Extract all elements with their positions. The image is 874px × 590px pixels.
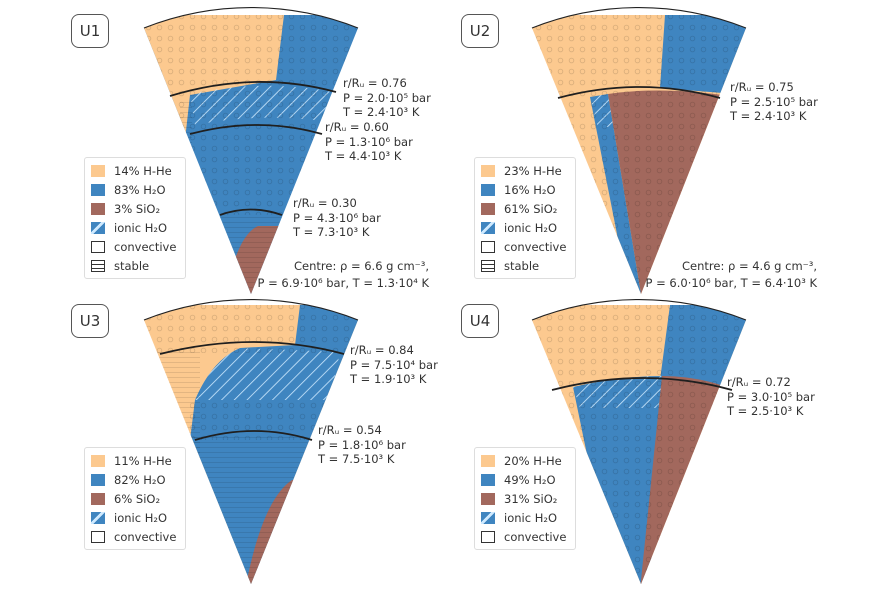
legend-label: 61% SiO₂	[504, 201, 558, 216]
boundary-annotation: r/Rᵤ = 0.30 P = 4.3·10⁶ bar T = 7.3·10³ K	[293, 196, 381, 239]
legend-label: 49% H₂O	[504, 472, 556, 487]
panel-u2: U2 r/Rᵤ = 0.75 P = 2.5·10⁵ bar T = 2.4·10³…	[390, 0, 827, 294]
swatch-sio2-icon	[91, 202, 105, 215]
hatch-ionic-icon	[481, 511, 495, 524]
panel-label: U4	[461, 304, 499, 338]
stable-icon	[91, 259, 105, 272]
legend-label: stable	[114, 258, 150, 273]
legend-label: ionic H₂O	[504, 220, 558, 235]
boundary-line	[551, 377, 733, 391]
legend: 14% H-He 83% H₂O 3% SiO₂ ionic H₂O conve…	[84, 157, 186, 279]
swatch-h2o-icon	[481, 473, 495, 486]
convective-icon	[91, 530, 105, 543]
legend: 11% H-He 82% H₂O 6% SiO₂ ionic H₂O conve…	[84, 447, 186, 550]
legend-label: stable	[504, 258, 540, 273]
swatch-hhe-icon	[481, 164, 495, 177]
boundary-annotation: r/Rᵤ = 0.54 P = 1.8·10⁶ bar T = 7.5·10³ K	[318, 423, 406, 466]
panel-label: U1	[71, 14, 109, 48]
swatch-hhe-icon	[91, 164, 105, 177]
centre-annotation: Centre: ρ = 4.6 g cm⁻³, P = 6.0·10⁶ bar, …	[645, 259, 817, 290]
interior-wedge	[531, 6, 747, 294]
legend-label: 16% H₂O	[504, 182, 556, 197]
interior-wedge	[531, 298, 747, 584]
panel-label: U3	[71, 304, 109, 338]
panel-u4: U4 r/Rᵤ = 0.72 P = 3.0·10⁵ bar T = 2.5·10³…	[390, 290, 827, 584]
boundary-annotation: r/Rᵤ = 0.76 P = 2.0·10⁵ bar T = 2.4·10³ K	[343, 76, 431, 119]
boundary-annotation: r/Rᵤ = 0.75 P = 2.5·10⁵ bar T = 2.4·10³ K	[730, 80, 818, 123]
legend-label: ionic H₂O	[114, 220, 168, 235]
swatch-hhe-icon	[481, 454, 495, 467]
convective-icon	[91, 240, 105, 253]
swatch-hhe-icon	[91, 454, 105, 467]
legend-label: ionic H₂O	[504, 510, 558, 525]
hatch-ionic-icon	[91, 221, 105, 234]
legend: 23% H-He 16% H₂O 61% SiO₂ ionic H₂O conv…	[474, 157, 576, 279]
legend-label: 6% SiO₂	[114, 491, 161, 506]
legend-label: 83% H₂O	[114, 182, 166, 197]
legend: 20% H-He 49% H₂O 31% SiO₂ ionic H₂O conv…	[474, 447, 576, 550]
legend-label: 20% H-He	[504, 453, 562, 468]
legend-label: 82% H₂O	[114, 472, 166, 487]
swatch-h2o-icon	[481, 183, 495, 196]
stable-icon	[481, 259, 495, 272]
boundary-annotation: r/Rᵤ = 0.72 P = 3.0·10⁵ bar T = 2.5·10³ K	[727, 375, 815, 418]
convective-icon	[481, 530, 495, 543]
swatch-h2o-icon	[91, 183, 105, 196]
legend-label: 11% H-He	[114, 453, 172, 468]
legend-label: 23% H-He	[504, 163, 562, 178]
hatch-ionic-icon	[91, 511, 105, 524]
panel-u3: U3 r/Rᵤ = 0.84 P = 7.5·10⁴ bar T = 1.9·10³…	[0, 290, 438, 584]
legend-label: convective	[504, 529, 567, 544]
panel-label: U2	[461, 14, 499, 48]
convective-icon	[481, 240, 495, 253]
boundary-annotation: r/Rᵤ = 0.84 P = 7.5·10⁴ bar T = 1.9·10³ K	[350, 343, 438, 386]
swatch-sio2-icon	[481, 202, 495, 215]
swatch-h2o-icon	[91, 473, 105, 486]
centre-annotation: Centre: ρ = 6.6 g cm⁻³, P = 6.9·10⁶ bar, …	[257, 259, 429, 290]
swatch-sio2-icon	[481, 492, 495, 505]
legend-label: convective	[114, 529, 177, 544]
boundary-line	[194, 430, 313, 441]
boundary-line	[219, 208, 283, 216]
ionic-h2o-region	[195, 348, 340, 400]
panel-u1: U1 r/Rᵤ = 0.76 P = 2.0·10⁵ bar T = 2.4·10³…	[0, 0, 437, 294]
boundary-line	[189, 124, 323, 135]
boundary-annotation: r/Rᵤ = 0.60 P = 1.3·10⁶ bar T = 4.4·10³ K	[325, 120, 413, 163]
hatch-ionic-icon	[481, 221, 495, 234]
boundary-line	[169, 81, 337, 97]
legend-label: 14% H-He	[114, 163, 172, 178]
legend-label: convective	[504, 239, 567, 254]
legend-label: 31% SiO₂	[504, 491, 558, 506]
legend-label: ionic H₂O	[114, 510, 168, 525]
boundary-line	[159, 341, 345, 355]
swatch-sio2-icon	[91, 492, 105, 505]
boundary-line	[557, 86, 721, 99]
legend-label: 3% SiO₂	[114, 201, 161, 216]
legend-label: convective	[114, 239, 177, 254]
